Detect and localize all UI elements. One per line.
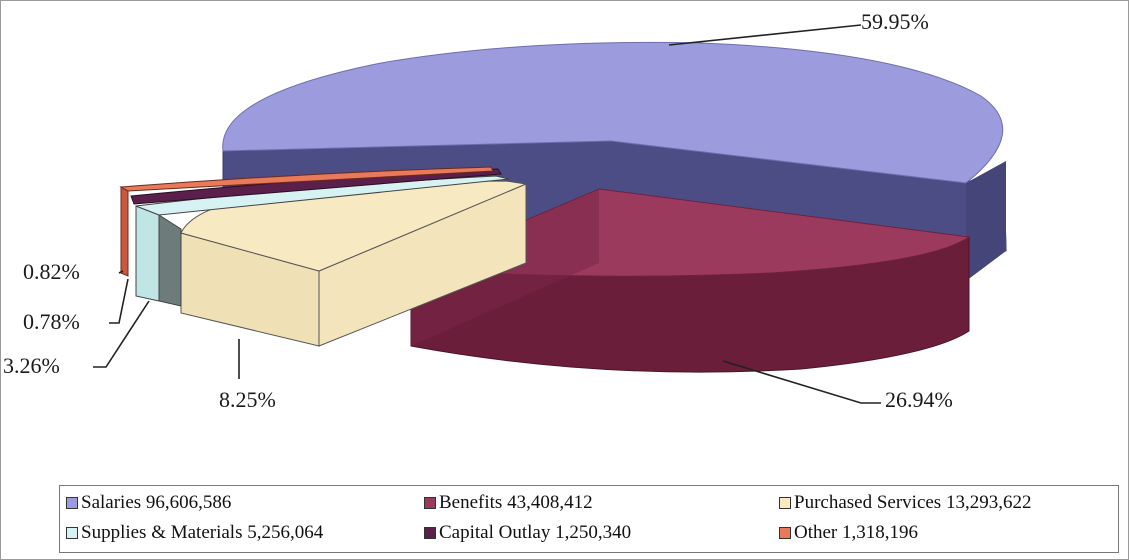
legend-label-capital-outlay: Capital Outlay 1,250,340 [439,522,632,543]
pct-label-purchased-services: 8.25% [219,387,276,412]
legend-label-purchased-services: Purchased Services 13,293,622 [794,492,1032,513]
legend-swatch-benefits [424,497,436,509]
pie-chart: 59.95% 26.94% 8.25% 3.26% 0.78% 0.82% [3,9,1007,412]
leader-lines [93,24,881,404]
slice-supplies [135,175,510,307]
pct-label-other: 0.82% [23,259,80,284]
legend-item-purchased-services: Purchased Services 13,293,622 [779,488,1119,518]
legend-label-salaries: Salaries 96,606,586 [81,492,232,513]
pct-label-salaries: 59.95% [861,9,929,34]
leader-line-capital-outlay [109,278,129,324]
slice-salaries-rim [966,161,1006,281]
legend-item-other: Other 1,318,196 [779,518,1119,548]
legend-item-benefits: Benefits 43,408,412 [424,488,779,518]
legend-label-supplies: Supplies & Materials 5,256,064 [81,522,324,543]
legend-swatch-supplies [66,527,78,539]
leader-line-other [118,270,124,274]
slice-other-top [119,166,494,192]
leader-line-salaries [668,24,862,46]
legend-swatch-other [779,527,791,539]
slice-supplies-side [135,205,160,302]
leader-line-benefits [722,360,881,404]
slice-other-side [120,186,129,277]
legend-item-salaries: Salaries 96,606,586 [66,488,424,518]
legend-label-other: Other 1,318,196 [794,522,919,543]
slice-other [119,166,494,277]
legend-swatch-salaries [66,497,78,509]
legend-swatch-capital-outlay [424,527,436,539]
legend: Salaries 96,606,586 Benefits 43,408,412 … [59,485,1119,553]
legend-swatch-purchased-services [779,497,791,509]
legend-item-capital-outlay: Capital Outlay 1,250,340 [424,518,779,548]
pct-label-supplies: 3.26% [3,353,60,378]
slice-supplies-face [158,214,182,307]
pct-label-benefits: 26.94% [885,387,953,412]
legend-item-supplies: Supplies & Materials 5,256,064 [66,518,424,548]
pct-label-capital-outlay: 0.78% [23,309,80,334]
slice-purchased-services [180,180,528,347]
leader-line-supplies [93,300,150,368]
legend-label-benefits: Benefits 43,408,412 [439,492,593,513]
